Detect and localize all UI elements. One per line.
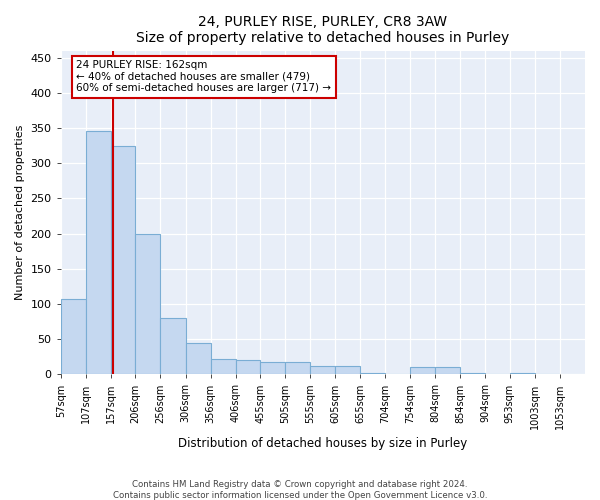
- Bar: [185, 342, 211, 374]
- X-axis label: Distribution of detached houses by size in Purley: Distribution of detached houses by size …: [178, 437, 467, 450]
- Bar: [361, 373, 385, 374]
- Y-axis label: Number of detached properties: Number of detached properties: [15, 124, 25, 300]
- Bar: [86, 132, 111, 374]
- Bar: [510, 373, 535, 374]
- Bar: [211, 359, 236, 374]
- Bar: [310, 366, 335, 374]
- Text: 24 PURLEY RISE: 162sqm
← 40% of detached houses are smaller (479)
60% of semi-de: 24 PURLEY RISE: 162sqm ← 40% of detached…: [76, 60, 331, 94]
- Bar: [410, 367, 435, 374]
- Bar: [335, 366, 361, 374]
- Bar: [61, 299, 86, 374]
- Bar: [136, 234, 160, 374]
- Text: Contains HM Land Registry data © Crown copyright and database right 2024.
Contai: Contains HM Land Registry data © Crown c…: [113, 480, 487, 500]
- Bar: [260, 362, 285, 374]
- Title: 24, PURLEY RISE, PURLEY, CR8 3AW
Size of property relative to detached houses in: 24, PURLEY RISE, PURLEY, CR8 3AW Size of…: [136, 15, 509, 45]
- Bar: [236, 360, 260, 374]
- Bar: [460, 373, 485, 374]
- Bar: [160, 318, 185, 374]
- Bar: [285, 362, 310, 374]
- Bar: [435, 367, 460, 374]
- Bar: [111, 146, 136, 374]
